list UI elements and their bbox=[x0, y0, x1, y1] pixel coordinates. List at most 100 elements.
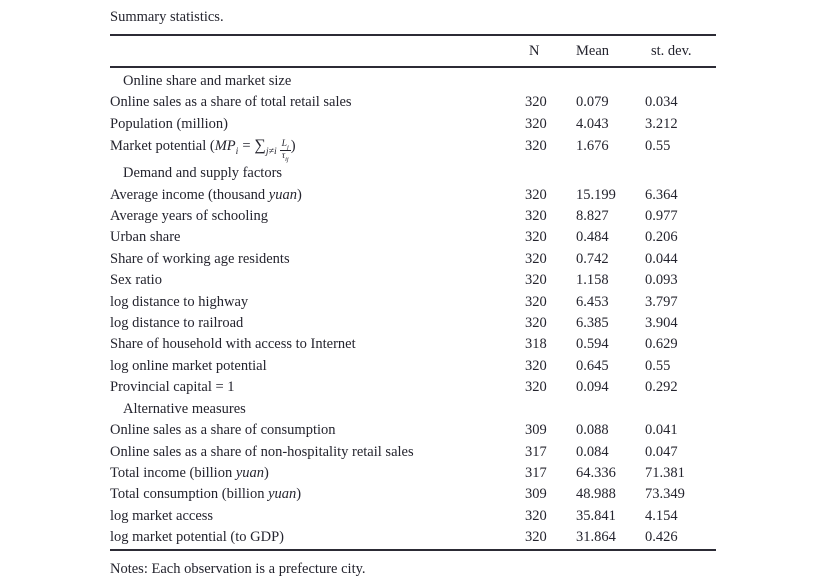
table-row: Total income (billion yuan) 317 64.336 7… bbox=[110, 463, 716, 484]
table-row: log distance to railroad 320 6.385 3.904 bbox=[110, 313, 716, 334]
label-text: Average income (thousand bbox=[110, 186, 269, 203]
cell-sd: 73.349 bbox=[645, 486, 685, 503]
paper-table-block: Summary statistics. N Mean st. dev. Onli… bbox=[110, 7, 716, 579]
cell-sd: 0.977 bbox=[645, 208, 678, 225]
cell-n: 320 bbox=[525, 94, 547, 111]
cell-n: 320 bbox=[525, 529, 547, 546]
cell-n: 318 bbox=[525, 336, 547, 353]
label-italic-text: yuan bbox=[235, 464, 265, 481]
cell-n: 320 bbox=[525, 507, 547, 524]
label-italic-text: yuan bbox=[268, 486, 297, 503]
cell-mean: 15.199 bbox=[576, 186, 616, 203]
formula-numerator: Lj bbox=[280, 139, 291, 151]
cell-sd: 3.797 bbox=[645, 293, 678, 310]
row-label: Total income (billion yuan) bbox=[110, 463, 525, 484]
section-header-row: Alternative measures bbox=[110, 399, 716, 420]
formula-numerator-var: L bbox=[281, 139, 287, 150]
header-sd: st. dev. bbox=[645, 35, 716, 68]
cell-n: 320 bbox=[525, 315, 547, 332]
formula-close-paren: ) bbox=[290, 138, 296, 155]
cell-sd: 0.426 bbox=[645, 529, 678, 546]
cell-sd: 0.292 bbox=[645, 379, 678, 396]
cell-sd: 71.381 bbox=[645, 464, 685, 481]
cell-sd: 0.093 bbox=[645, 272, 678, 289]
formula-var-subscript: i bbox=[235, 146, 239, 158]
section-header: Demand and supply factors bbox=[123, 165, 283, 182]
formula-denominator-subscript: ij bbox=[285, 156, 289, 164]
table-row: log market access 320 35.841 4.154 bbox=[110, 506, 716, 527]
cell-sd: 0.047 bbox=[645, 443, 678, 460]
table-row: Online sales as a share of total retail … bbox=[110, 92, 716, 113]
cell-n: 320 bbox=[525, 186, 547, 203]
label-text: ) bbox=[296, 186, 302, 203]
cell-sd: 0.55 bbox=[645, 357, 671, 374]
row-label: log online market potential bbox=[110, 357, 267, 374]
row-label: Average income (thousand yuan) bbox=[110, 185, 525, 206]
row-label-formula: Market potential (MPi = ∑j≠i Lj τij) bbox=[110, 135, 525, 163]
section-header: Online share and market size bbox=[123, 73, 292, 89]
cell-mean: 0.484 bbox=[576, 229, 609, 246]
cell-mean: 1.676 bbox=[576, 138, 609, 155]
row-label: Urban share bbox=[110, 229, 181, 246]
table-row: Total consumption (billion yuan) 309 48.… bbox=[110, 484, 716, 505]
cell-sd: 3.904 bbox=[645, 315, 678, 332]
table-row: Online sales as a share of non-hospitali… bbox=[110, 442, 716, 463]
formula-fraction: Lj τij bbox=[279, 139, 291, 164]
table-row: Average years of schooling 320 8.827 0.9… bbox=[110, 206, 716, 227]
row-label: Total consumption (billion yuan) bbox=[110, 484, 525, 505]
label-text: Total consumption (billion bbox=[110, 486, 269, 503]
cell-mean: 0.084 bbox=[576, 443, 609, 460]
table-caption: Summary statistics. bbox=[110, 9, 224, 25]
cell-n: 320 bbox=[525, 272, 547, 289]
formula-denominator-var: τ bbox=[281, 151, 286, 162]
cell-mean: 6.385 bbox=[576, 315, 609, 332]
cell-mean: 4.043 bbox=[576, 115, 609, 132]
row-label: log distance to highway bbox=[110, 293, 249, 310]
table-row: Provincial capital = 1 320 0.094 0.292 bbox=[110, 377, 716, 398]
table-row: log market potential (to GDP) 320 31.864… bbox=[110, 527, 716, 549]
table-row: Population (million) 320 4.043 3.212 bbox=[110, 114, 716, 135]
section-header-row: Demand and supply factors bbox=[110, 163, 716, 184]
row-label: Sex ratio bbox=[110, 272, 162, 289]
cell-n: 320 bbox=[525, 138, 547, 155]
cell-sd: 4.154 bbox=[645, 507, 678, 524]
cell-sd: 0.55 bbox=[645, 138, 671, 155]
formula-sum-symbol: ∑ bbox=[254, 137, 266, 155]
formula-equals: = bbox=[242, 138, 251, 155]
header-empty-cell bbox=[110, 35, 525, 68]
cell-mean: 0.094 bbox=[576, 379, 609, 396]
formula-var: MP bbox=[214, 138, 236, 155]
cell-mean: 1.158 bbox=[576, 272, 609, 289]
cell-mean: 0.742 bbox=[576, 250, 609, 267]
row-label: log market potential (to GDP) bbox=[110, 529, 284, 546]
cell-n: 317 bbox=[525, 443, 547, 460]
row-label: Share of household with access to Intern… bbox=[110, 336, 356, 353]
cell-mean: 0.645 bbox=[576, 357, 609, 374]
section-header: Alternative measures bbox=[123, 400, 246, 417]
cell-mean: 0.079 bbox=[576, 94, 609, 111]
cell-mean: 0.594 bbox=[576, 336, 609, 353]
cell-n: 309 bbox=[525, 486, 547, 503]
summary-statistics-table: N Mean st. dev. Online share and market … bbox=[110, 34, 716, 551]
row-label: Online sales as a share of total retail … bbox=[110, 94, 352, 111]
row-label: Population (million) bbox=[110, 115, 229, 132]
cell-n: 320 bbox=[525, 357, 547, 374]
label-text: Total income (billion bbox=[110, 464, 236, 481]
cell-mean: 35.841 bbox=[576, 507, 616, 524]
row-label: log market access bbox=[110, 507, 214, 524]
cell-sd: 0.044 bbox=[645, 250, 678, 267]
cell-n: 320 bbox=[525, 250, 547, 267]
row-label: Provincial capital = 1 bbox=[110, 379, 235, 396]
cell-n: 320 bbox=[525, 293, 547, 310]
row-label: Average years of schooling bbox=[110, 208, 268, 225]
formula-sum-subscript: j≠i bbox=[265, 146, 277, 158]
cell-mean: 8.827 bbox=[576, 208, 609, 225]
cell-mean: 31.864 bbox=[576, 529, 616, 546]
cell-mean: 6.453 bbox=[576, 293, 609, 310]
cell-n: 320 bbox=[525, 229, 547, 246]
cell-sd: 0.629 bbox=[645, 336, 678, 353]
label-text: ) bbox=[264, 464, 269, 481]
cell-n: 320 bbox=[525, 208, 547, 225]
table-row: Urban share 320 0.484 0.206 bbox=[110, 227, 716, 248]
cell-n: 320 bbox=[525, 115, 547, 132]
